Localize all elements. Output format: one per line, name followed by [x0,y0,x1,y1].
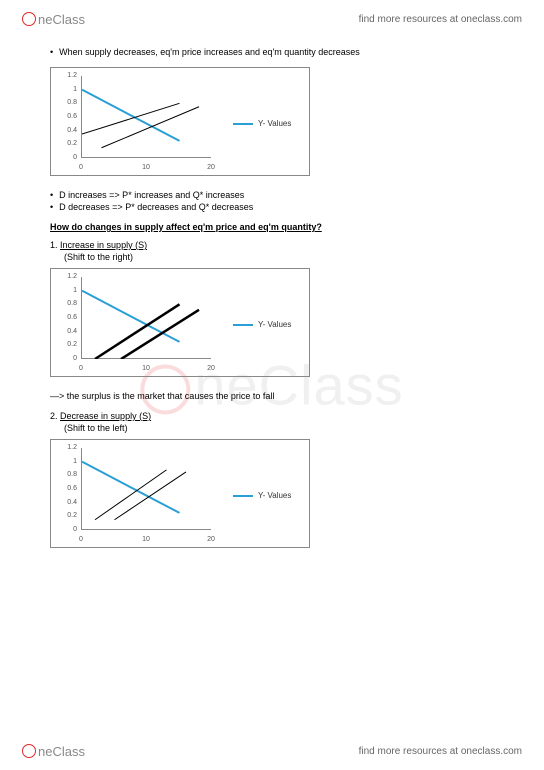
sub-bullet-2: • D decreases => P* decreases and Q* dec… [50,202,494,212]
y-tick: 0 [59,355,77,362]
intro-bullet: • When supply decreases, eq'm price incr… [50,47,494,57]
x-tick: 10 [142,536,150,543]
x-tick: 20 [207,365,215,372]
item-1-number: 1. [50,240,58,250]
item-2: 2. Decrease in supply (S) [50,411,494,421]
logo-circle-icon [22,744,36,758]
chart-2: 00.20.40.60.811.201020 [59,277,219,372]
y-tick: 0.8 [59,300,77,307]
document-content: • When supply decreases, eq'm price incr… [0,0,544,602]
y-tick: 0.2 [59,341,77,348]
y-tick: 0.2 [59,140,77,147]
sub-bullet-2-text: D decreases => P* decreases and Q* decre… [59,202,253,212]
logo-text-1: ne [38,744,52,759]
y-tick: 0.8 [59,471,77,478]
x-tick: 0 [79,536,83,543]
brand-logo-footer: neClass [22,744,85,759]
note-1: —> the surplus is the market that causes… [50,391,494,401]
sub-bullet-1-text: D increases => P* increases and Q* incre… [59,190,244,200]
item-2-sub: (Shift to the left) [64,423,494,433]
item-2-label: Decrease in supply (S) [60,411,151,421]
chart-lines [82,448,212,530]
bullet-dot-icon: • [50,190,53,200]
x-tick: 0 [79,365,83,372]
chart-1-legend: Y- Values [233,119,291,128]
chart-lines [82,277,212,359]
y-tick: 1 [59,287,77,294]
item-1: 1. Increase in supply (S) [50,240,494,250]
legend-label: Y- Values [258,119,291,128]
y-tick: 0 [59,154,77,161]
chart-3: 00.20.40.60.811.201020 [59,448,219,543]
section-heading: How do changes in supply affect eq'm pri… [50,222,494,232]
chart-2-container: 0 0.2 0.4 0.6 0.8 1 1.2 0 10 20 Y- Values [50,268,310,377]
chart-1: 00.20.40.60.811.201020 [59,76,219,171]
plot-area [81,76,211,158]
x-tick: 0 [79,164,83,171]
chart-3-container: 0 0.2 0.4 0.6 0.8 1 1.2 0 10 20 Y- Values [50,439,310,548]
legend-swatch-icon [233,123,253,125]
legend-label: Y- Values [258,491,291,500]
y-tick: 0.4 [59,127,77,134]
y-tick: 0.4 [59,499,77,506]
y-tick: 0 [59,526,77,533]
legend-swatch-icon [233,324,253,326]
y-tick: 0.6 [59,314,77,321]
y-tick: 0.6 [59,113,77,120]
y-tick: 0.2 [59,512,77,519]
y-tick: 0.4 [59,328,77,335]
chart-2-legend: Y- Values [233,320,291,329]
chart-lines [82,76,212,158]
sub-bullets: • D increases => P* increases and Q* inc… [50,190,494,212]
sub-bullet-1: • D increases => P* increases and Q* inc… [50,190,494,200]
item-1-label: Increase in supply (S) [60,240,147,250]
bullet-dot-icon: • [50,202,53,212]
y-tick: 1 [59,458,77,465]
x-tick: 20 [207,164,215,171]
x-tick: 20 [207,536,215,543]
item-2-number: 2. [50,411,58,421]
intro-text: When supply decreases, eq'm price increa… [59,47,360,57]
plot-area [81,277,211,359]
legend-swatch-icon [233,495,253,497]
x-tick: 10 [142,365,150,372]
y-tick: 0.8 [59,99,77,106]
bullet-dot-icon: • [50,47,53,57]
y-tick: 0.6 [59,485,77,492]
chart-1-container: 0 0.2 0.4 0.6 0.8 1 1.2 0 10 20 Y- Values [50,67,310,176]
y-tick: 1.2 [59,444,77,451]
footer-link[interactable]: find more resources at oneclass.com [359,746,522,757]
logo-text-2: Class [52,744,85,759]
y-tick: 1.2 [59,273,77,280]
item-1-sub: (Shift to the right) [64,252,494,262]
legend-label: Y- Values [258,320,291,329]
y-tick: 1 [59,86,77,93]
chart-3-legend: Y- Values [233,491,291,500]
page-footer: neClass find more resources at oneclass.… [0,736,544,766]
y-tick: 1.2 [59,72,77,79]
x-tick: 10 [142,164,150,171]
plot-area [81,448,211,530]
